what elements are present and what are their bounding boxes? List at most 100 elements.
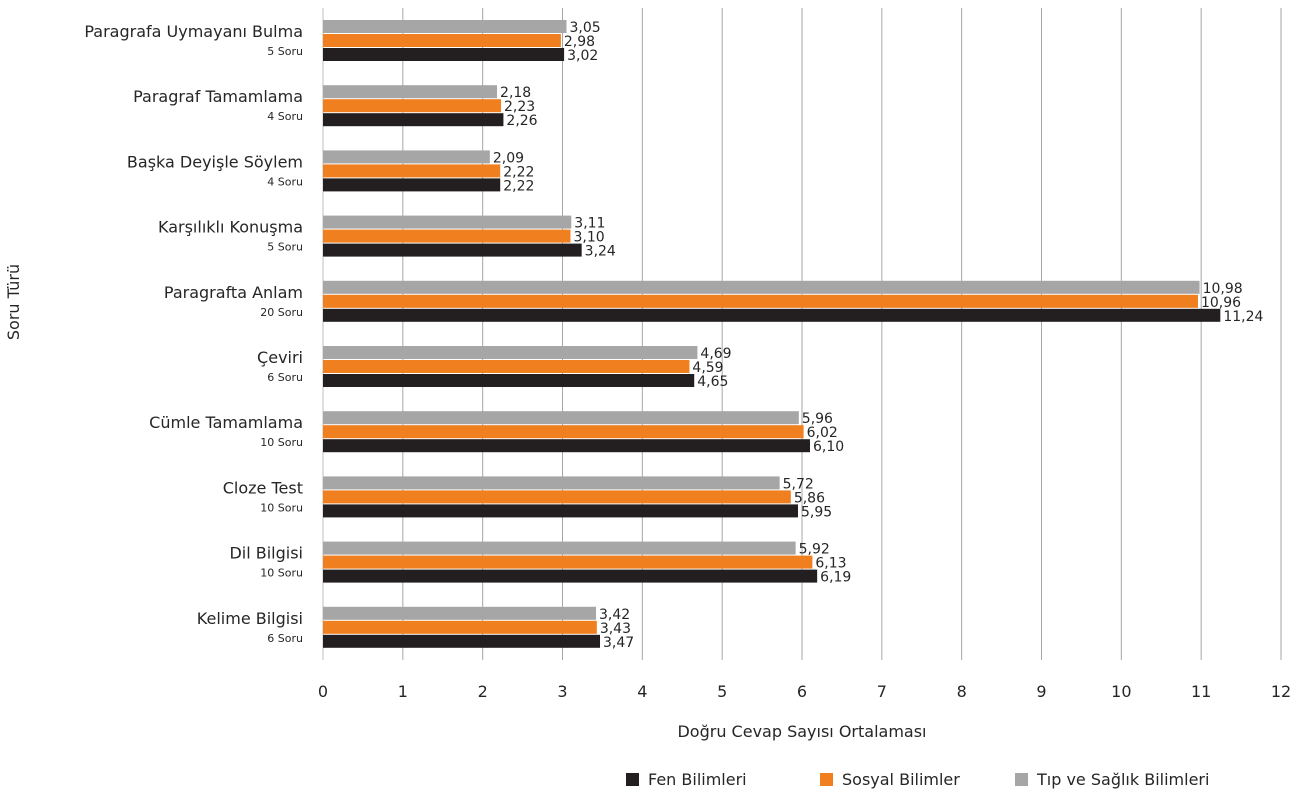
- x-tick-label: 10: [1111, 682, 1131, 701]
- data-label: 3,10: [573, 230, 604, 246]
- data-label: 10,98: [1203, 281, 1243, 297]
- legend-swatch: [1015, 773, 1028, 786]
- bar: [323, 48, 565, 61]
- data-label: 3,24: [585, 244, 616, 260]
- bar: [323, 34, 561, 47]
- data-label: 2,22: [503, 178, 534, 194]
- category-label: Dil Bilgisi: [229, 544, 303, 563]
- data-label: 3,42: [599, 607, 630, 623]
- bar: [323, 150, 490, 164]
- data-label: 2,18: [500, 85, 531, 101]
- x-tick-label: 6: [797, 682, 807, 701]
- bar: [323, 490, 791, 504]
- legend-swatch: [626, 773, 639, 786]
- data-label: 10,96: [1201, 295, 1241, 311]
- bar: [323, 308, 1221, 322]
- category-label: Başka Deyişle Söylem: [127, 152, 303, 171]
- legend-label: Tıp ve Sağlık Bilimleri: [1036, 770, 1209, 789]
- bar: [323, 360, 690, 373]
- bar: [323, 476, 780, 490]
- data-label: 6,19: [820, 570, 851, 586]
- category-labels: Paragrafa Uymayanı Bulma 5 Soru Paragraf T…: [84, 22, 303, 645]
- x-tick-labels: 0 1 2 3 4 5 6 7 8 9 10 11 12: [318, 682, 1291, 701]
- category-sublabel: 6 Soru: [267, 632, 303, 645]
- bar: [323, 439, 810, 453]
- x-tick-label: 9: [1036, 682, 1046, 701]
- bar: [323, 99, 502, 113]
- bar: [323, 85, 498, 99]
- data-label: 6,02: [807, 425, 838, 441]
- category-label: Paragrafta Anlam: [164, 283, 303, 302]
- data-label: 6,10: [813, 439, 844, 455]
- data-label: 5,86: [794, 490, 825, 506]
- bar: [323, 229, 571, 243]
- category-label: Kelime Bilgisi: [197, 609, 303, 628]
- bar: [323, 504, 799, 518]
- x-tick-label: 3: [557, 682, 567, 701]
- x-tick-label: 7: [877, 682, 887, 701]
- category-sublabel: 10 Soru: [260, 436, 303, 449]
- category-sublabel: 6 Soru: [267, 371, 303, 384]
- category-sublabel: 10 Soru: [260, 501, 303, 514]
- category-label: Paragrafa Uymayanı Bulma: [84, 22, 303, 41]
- data-label: 5,72: [783, 476, 814, 492]
- data-label: 4,59: [692, 360, 723, 376]
- category-label: Çeviri: [257, 348, 303, 367]
- bars: [323, 20, 1221, 648]
- x-tick-label: 1: [398, 682, 408, 701]
- data-label: 2,23: [504, 99, 535, 115]
- category-sublabel: 4 Soru: [267, 110, 303, 123]
- category-sublabel: 5 Soru: [267, 241, 303, 254]
- bar: [323, 411, 799, 425]
- data-label: 3,43: [600, 621, 631, 637]
- data-label: 5,92: [799, 542, 830, 558]
- data-label: 2,98: [564, 34, 595, 50]
- bar: [323, 634, 601, 648]
- legend-swatch: [820, 773, 833, 786]
- bar: [323, 294, 1198, 308]
- data-label: 5,96: [802, 411, 833, 427]
- data-label: 4,65: [697, 374, 728, 390]
- bar: [323, 346, 698, 359]
- bar: [323, 164, 501, 178]
- data-label: 2,09: [493, 150, 524, 166]
- legend-item: Tıp ve Sağlık Bilimleri: [1015, 770, 1209, 789]
- data-label: 6,13: [815, 556, 846, 572]
- bar: [323, 215, 572, 229]
- bar: [323, 425, 804, 439]
- category-label: Cümle Tamamlama: [149, 413, 303, 432]
- bar: [323, 569, 818, 583]
- category-label: Paragraf Tamamlama: [133, 87, 303, 106]
- category-label: Karşılıklı Konuşma: [158, 218, 303, 237]
- bar: [323, 113, 504, 127]
- legend-label: Sosyal Bilimler: [842, 770, 960, 789]
- x-tick-label: 5: [717, 682, 727, 701]
- legend-item: Fen Bilimleri: [626, 770, 747, 789]
- category-sublabel: 5 Soru: [267, 45, 303, 58]
- legend-label: Fen Bilimleri: [648, 770, 747, 789]
- x-tick-label: 2: [478, 682, 488, 701]
- data-label: 3,47: [603, 635, 634, 651]
- bar: [323, 280, 1200, 294]
- x-tick-label: 11: [1191, 682, 1211, 701]
- x-tick-label: 0: [318, 682, 328, 701]
- data-label: 5,95: [801, 504, 832, 520]
- bar: [323, 374, 695, 387]
- x-tick-label: 12: [1271, 682, 1291, 701]
- category-label: Cloze Test: [223, 478, 303, 497]
- data-label: 11,24: [1223, 309, 1263, 325]
- legend: Fen Bilimleri Sosyal Bilimler Tıp ve Sağlı…: [626, 770, 1209, 789]
- category-sublabel: 10 Soru: [260, 567, 303, 580]
- bar: [323, 178, 501, 192]
- bar: [323, 606, 597, 620]
- x-tick-label: 4: [637, 682, 647, 701]
- data-label: 3,02: [567, 48, 598, 64]
- bar: [323, 541, 796, 555]
- x-tick-label: 8: [957, 682, 967, 701]
- bar: [323, 555, 813, 569]
- y-axis-title: Soru Türü: [4, 264, 23, 340]
- bar: [323, 620, 597, 634]
- data-label: 4,69: [700, 346, 731, 362]
- data-labels: 3,052,983,022,182,232,262,092,222,223,11…: [493, 20, 1264, 651]
- data-label: 2,26: [506, 113, 537, 129]
